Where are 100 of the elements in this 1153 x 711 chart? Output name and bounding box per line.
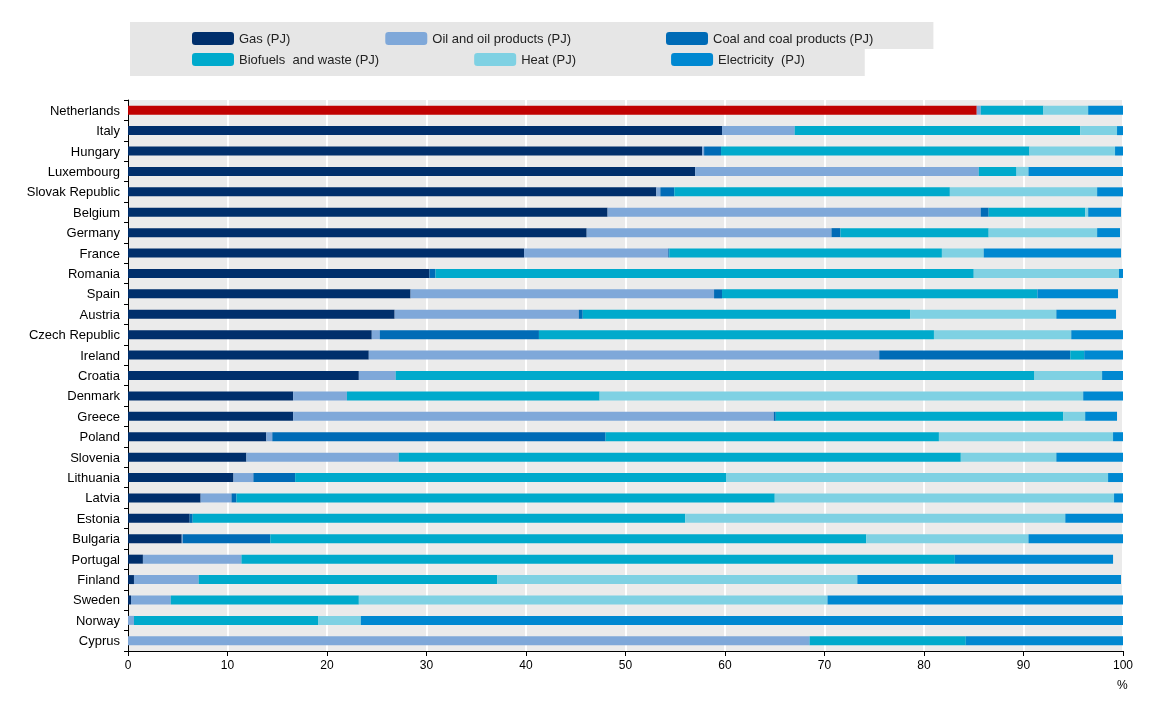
bar — [128, 309, 395, 319]
bar — [722, 289, 1038, 299]
bar — [660, 187, 675, 197]
legend-label: Heat (PJ) — [521, 52, 577, 67]
bar — [497, 575, 858, 585]
bar — [1028, 534, 1123, 544]
y-tick-label: Spain — [86, 286, 120, 302]
bar — [395, 371, 1035, 380]
bar — [809, 636, 966, 646]
bar — [246, 452, 399, 462]
bar — [1097, 187, 1123, 197]
bar — [910, 309, 1057, 319]
bar — [429, 268, 436, 278]
bar — [721, 146, 1030, 156]
bar — [538, 330, 934, 340]
bar — [142, 554, 242, 564]
bar — [938, 432, 1114, 442]
bar — [1113, 432, 1123, 442]
bar — [128, 411, 294, 421]
y-tick-label: Czech Republic — [28, 327, 121, 343]
y-tick-label: Greece — [77, 408, 120, 424]
bar — [128, 391, 294, 401]
bar — [1028, 166, 1123, 176]
bar — [980, 207, 989, 217]
bar — [128, 289, 411, 299]
bar — [1016, 166, 1029, 176]
bar — [941, 248, 984, 258]
bar — [236, 493, 775, 503]
bar — [1071, 330, 1123, 340]
bar — [368, 350, 880, 360]
y-tick-label: Sweden — [73, 592, 120, 608]
bar — [973, 268, 1120, 278]
bar — [128, 105, 977, 115]
y-tick-label: Finland — [77, 572, 120, 588]
bar — [1085, 411, 1118, 421]
bar — [128, 187, 657, 197]
bar — [270, 534, 867, 544]
bar — [605, 432, 939, 442]
y-tick-label: Luxembourg — [47, 163, 120, 179]
bar — [128, 126, 723, 136]
bar — [128, 554, 143, 564]
bar — [128, 513, 190, 523]
bar — [775, 411, 1064, 421]
bar — [840, 228, 989, 238]
x-tick-label: 50 — [618, 658, 633, 672]
bar — [295, 473, 726, 483]
bar — [130, 595, 171, 605]
x-tick-label: 30 — [419, 658, 434, 672]
bar — [233, 473, 254, 483]
bar — [318, 615, 361, 625]
bar — [607, 207, 981, 217]
bar — [980, 105, 1044, 115]
x-tick-label: 70 — [817, 658, 832, 672]
bar — [976, 105, 981, 115]
bar — [831, 228, 841, 238]
y-tick-label: Portugal — [71, 551, 121, 567]
y-tick-label: Latvia — [85, 490, 121, 506]
bar — [128, 350, 369, 360]
bar — [1070, 350, 1085, 360]
bar — [371, 330, 380, 340]
bar — [1065, 513, 1123, 523]
bar — [1085, 207, 1089, 217]
bar — [1083, 391, 1123, 401]
bar — [983, 248, 1122, 258]
x-tick-label: 10 — [220, 658, 235, 672]
bar — [128, 452, 247, 462]
bar — [358, 595, 828, 605]
bar — [954, 554, 1114, 564]
bar — [978, 166, 1017, 176]
bar — [857, 575, 1122, 585]
y-tick-label: Lithuania — [67, 470, 121, 486]
bar — [685, 513, 1066, 523]
legend-label: Electricity (PJ) — [718, 52, 805, 67]
bar — [714, 289, 723, 299]
bar — [524, 248, 669, 258]
y-tick-label: Bulgaria — [72, 531, 121, 547]
bar — [1063, 411, 1086, 421]
bar — [398, 452, 961, 462]
bar — [435, 268, 974, 278]
bar — [346, 391, 600, 401]
bar — [231, 493, 237, 503]
bar — [128, 330, 372, 340]
bar — [1029, 146, 1116, 156]
bar — [1119, 268, 1123, 278]
bar — [293, 411, 774, 421]
y-tick-label: Denmark — [67, 388, 121, 404]
bar — [182, 534, 271, 544]
legend-label: Biofuels and waste (PJ) — [239, 52, 380, 67]
bar — [128, 473, 234, 483]
y-tick-label: Netherlands — [49, 102, 121, 118]
bar — [1056, 309, 1117, 319]
x-tick-label: 20 — [320, 658, 334, 672]
bar — [360, 615, 1123, 625]
bar — [272, 432, 606, 442]
bar — [1115, 146, 1123, 156]
bar — [1097, 228, 1121, 238]
bar — [189, 513, 193, 523]
y-tick-label: Hungary — [70, 143, 121, 159]
y-tick-label: Germany — [66, 225, 121, 241]
y-tick-label: Ireland — [80, 347, 120, 363]
